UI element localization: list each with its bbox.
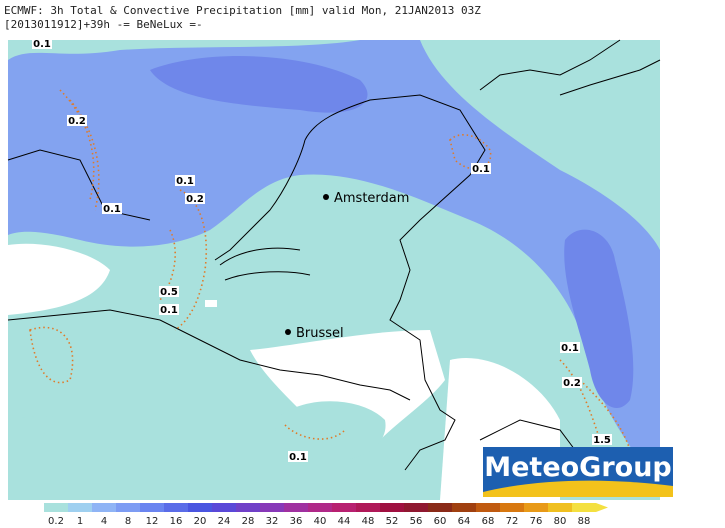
contour-labels: 0.1 0.2 0.1 0.2 0.1 0.5 0.1 0.1 0.1 0.2 1.5 0.1: [32, 38, 612, 463]
logo: MeteoGroup: [483, 447, 673, 497]
legend-swatch: [380, 503, 404, 512]
legend-label: 36: [290, 516, 303, 527]
borders: [7, 39, 661, 471]
legend-label: 88: [578, 516, 591, 527]
legend-label: 64: [458, 516, 471, 527]
legend-swatch: [404, 503, 428, 512]
contour-label: 0.1: [561, 343, 579, 354]
logo-text: MeteoGroup: [484, 452, 672, 483]
legend-swatch: [476, 503, 500, 512]
header-line: ECMWF: 3h Total & Convective Precipitati…: [4, 4, 481, 17]
contour-label: 0.1: [103, 204, 121, 215]
legend-arrow: [596, 503, 608, 512]
legend-swatch: [524, 503, 548, 512]
legend-swatch: [572, 503, 596, 512]
legend-swatch: [140, 503, 164, 512]
legend-swatch: [92, 503, 116, 512]
legend-label: 68: [482, 516, 495, 527]
header-line: [2013011912]+39h -= BeNeLux =-: [4, 18, 203, 31]
legend-swatch: [68, 503, 92, 512]
contour-label: 0.1: [289, 452, 307, 463]
legend-label: 40: [314, 516, 327, 527]
legend-label: 52: [386, 516, 399, 527]
contour-label-bg: [560, 342, 580, 353]
cities: Amsterdam Brussel: [285, 191, 409, 341]
legend-label: 60: [434, 516, 447, 527]
contour-label-bg: [471, 163, 491, 174]
legend: 0.2 1 4 8 12 16 20 24 28 32 36 40 44 48 52 56 60 64 68 72 76…: [44, 503, 608, 527]
contour-label: 0.1: [176, 176, 194, 187]
contour-label-bg: [159, 286, 179, 297]
legend-label: 12: [146, 516, 159, 527]
legend-swatch: [260, 503, 284, 512]
contour-label: 0.1: [472, 164, 490, 175]
legend-swatch: [236, 503, 260, 512]
legend-swatch: [428, 503, 452, 512]
legend-swatch: [332, 503, 356, 512]
city-marker: [323, 194, 329, 200]
contour-label-bg: [32, 38, 52, 49]
legend-label: 72: [506, 516, 519, 527]
legend-label: 4: [101, 516, 107, 527]
city-marker: [285, 329, 291, 335]
legend-swatch: [188, 503, 212, 512]
legend-swatch: [284, 503, 308, 512]
city-label: Brussel: [296, 326, 344, 341]
legend-label: 76: [530, 516, 543, 527]
legend-label: 8: [125, 516, 131, 527]
legend-label: 0.2: [48, 516, 64, 527]
contour-label-bg: [288, 451, 308, 462]
legend-label: 32: [266, 516, 279, 527]
precip-field: [8, 40, 660, 500]
legend-swatch: [356, 503, 380, 512]
header-bg: [0, 0, 580, 36]
contour-label-bg: [185, 193, 205, 204]
contours: [29, 89, 631, 451]
legend-label: 16: [170, 516, 183, 527]
legend-swatch: [548, 503, 572, 512]
legend-swatch: [164, 503, 188, 512]
legend-swatch: [500, 503, 524, 512]
legend-swatch: [116, 503, 140, 512]
contour-label-bg: [175, 175, 195, 186]
contour-label-bg: [102, 203, 122, 214]
legend-swatch: [308, 503, 332, 512]
legend-label: 80: [554, 516, 567, 527]
contour-label: 0.2: [563, 378, 581, 389]
contour-label-bg: [592, 434, 612, 445]
contour-label: 1.5: [593, 435, 611, 446]
legend-label: 48: [362, 516, 375, 527]
legend-label: 28: [242, 516, 255, 527]
city-label: Amsterdam: [334, 191, 409, 206]
legend-label: 1: [77, 516, 83, 527]
legend-label: 24: [218, 516, 231, 527]
contour-label: 0.5: [160, 287, 178, 298]
contour-label: 0.1: [33, 39, 51, 50]
contour-label-bg: [159, 304, 179, 315]
legend-swatch: [212, 503, 236, 512]
contour-label: 0.2: [186, 194, 204, 205]
contour-label-bg: [67, 115, 87, 126]
legend-swatch: [44, 503, 68, 512]
contour-label: 0.1: [160, 305, 178, 316]
legend-label: 44: [338, 516, 351, 527]
contour-label-bg: [562, 377, 582, 388]
legend-label: 56: [410, 516, 423, 527]
contour-label: 0.2: [68, 116, 86, 127]
legend-label: 20: [194, 516, 207, 527]
legend-swatch: [452, 503, 476, 512]
